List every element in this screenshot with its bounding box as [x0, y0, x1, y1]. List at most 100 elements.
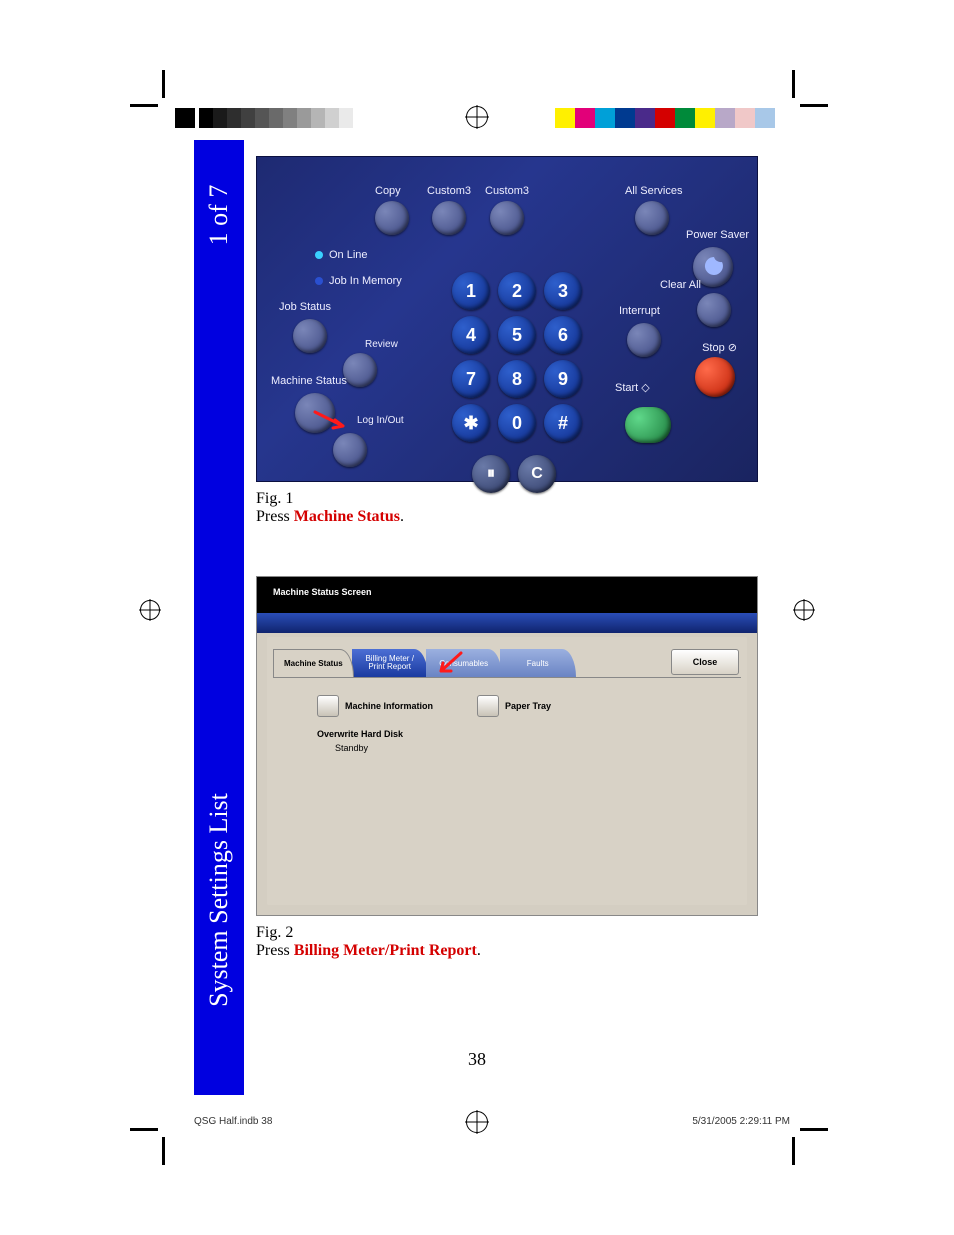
fig2-machine-status-screen: Machine Status Screen Machine Status Bil… [256, 576, 758, 916]
clear-all-button[interactable] [697, 293, 731, 327]
fig1-caption-post: . [400, 508, 404, 525]
keypad-2[interactable]: 2 [498, 272, 536, 310]
registration-gray-strip [175, 108, 367, 128]
custom3a-button[interactable] [432, 201, 466, 235]
reg-color-swatch [555, 108, 575, 128]
machine-status-button[interactable] [295, 393, 335, 433]
keypad-ext-C[interactable]: C [518, 455, 556, 493]
online-status: On Line [315, 249, 368, 261]
fig2-caption: Fig. 2 Press Billing Meter/Print Report. [256, 924, 776, 960]
keypad-ext-⏸[interactable]: ⏸ [472, 455, 510, 493]
tab-faults-label: Faults [527, 659, 549, 668]
label-review: Review [365, 339, 398, 350]
machine-information-button[interactable]: Machine Information [317, 695, 433, 717]
reg-gray-swatch [283, 108, 297, 128]
paper-tray-button[interactable]: Paper Tray [477, 695, 551, 717]
crop-mark [800, 1128, 828, 1131]
paper-tray-label: Paper Tray [505, 701, 551, 711]
crop-mark [792, 1137, 795, 1165]
reg-gray-swatch [353, 108, 367, 128]
crop-mark [800, 104, 828, 107]
crop-mark [162, 1137, 165, 1165]
fig1-caption: Fig. 1 Press Machine Status. [256, 490, 776, 526]
reg-gray-swatch [255, 108, 269, 128]
reg-color-swatch [675, 108, 695, 128]
registration-target-left [140, 600, 160, 620]
crop-mark [130, 1128, 158, 1131]
keypad-5[interactable]: 5 [498, 316, 536, 354]
label-copy: Copy [375, 185, 401, 197]
registration-target-top [466, 106, 488, 128]
label-all-services: All Services [625, 185, 682, 197]
label-machine-status: Machine Status [271, 375, 347, 387]
numeric-keypad: 123 456 789 ✱0# [452, 272, 582, 442]
print-page: 1 of 7 System Settings List Copy Custom3… [0, 0, 954, 1235]
reg-gray-swatch [297, 108, 311, 128]
reg-color-swatch [735, 108, 755, 128]
keypad-0[interactable]: 0 [498, 404, 536, 442]
page-number: 38 [468, 1049, 486, 1070]
sidebar-page-of: 1 of 7 [204, 185, 234, 246]
label-log-in-out: Log In/Out [357, 415, 404, 426]
reg-color-swatch [755, 108, 775, 128]
keypad-8[interactable]: 8 [498, 360, 536, 398]
fig2-label: Fig. 2 [256, 924, 293, 941]
sidebar-title: System Settings List [204, 793, 234, 1007]
label-power-saver: Power Saver [686, 229, 749, 241]
registration-color-strip [535, 108, 795, 128]
fig1-caption-pre: Press [256, 508, 294, 525]
tab-machine-status[interactable]: Machine Status [273, 649, 354, 677]
reg-gray-swatch [311, 108, 325, 128]
crop-mark [162, 70, 165, 98]
keypad-#[interactable]: # [544, 404, 582, 442]
keypad-9[interactable]: 9 [544, 360, 582, 398]
log-in-out-button[interactable] [333, 433, 367, 467]
fig1-control-panel: Copy Custom3 Custom3 All Services On Lin… [256, 156, 758, 482]
reg-gray-swatch [339, 108, 353, 128]
reg-gray-swatch [269, 108, 283, 128]
tab-billing-l2: Print Report [368, 662, 411, 671]
machine-information-label: Machine Information [345, 701, 433, 711]
reg-color-swatch [775, 108, 795, 128]
reg-gray-swatch [213, 108, 227, 128]
fig1-label: Fig. 1 [256, 490, 293, 507]
online-led-icon [315, 251, 323, 259]
label-start: Start ◇ [615, 381, 650, 394]
keypad-4[interactable]: 4 [452, 316, 490, 354]
overwrite-hard-disk: Overwrite Hard Disk Standby [317, 729, 403, 753]
tab-row: Machine Status Billing Meter /Print Repo… [273, 649, 574, 677]
review-button[interactable] [343, 353, 377, 387]
reg-color-swatch [695, 108, 715, 128]
registration-target-right [794, 600, 814, 620]
keypad-3[interactable]: 3 [544, 272, 582, 310]
reg-color-swatch [595, 108, 615, 128]
close-button[interactable]: Close [671, 649, 739, 675]
label-custom3b: Custom3 [485, 185, 529, 197]
tab-machine-status-label: Machine Status [284, 659, 343, 668]
keypad-✱[interactable]: ✱ [452, 404, 490, 442]
tab-faults[interactable]: Faults [500, 649, 576, 677]
reg-color-swatch [615, 108, 635, 128]
keypad-7[interactable]: 7 [452, 360, 490, 398]
button-square-icon [317, 695, 339, 717]
all-services-button[interactable] [635, 201, 669, 235]
online-label: On Line [329, 249, 368, 261]
crop-mark [792, 70, 795, 98]
tab-underline [273, 677, 741, 678]
label-interrupt: Interrupt [619, 305, 660, 317]
custom3b-button[interactable] [490, 201, 524, 235]
stop-button[interactable] [695, 357, 735, 397]
job-status-button[interactable] [293, 319, 327, 353]
interrupt-button[interactable] [627, 323, 661, 357]
page-footer: QSG Half.indb 38 5/31/2005 2:29:11 PM [188, 1116, 796, 1127]
fig2-caption-highlight: Billing Meter/Print Report [294, 942, 477, 959]
copy-button[interactable] [375, 201, 409, 235]
reg-gray-swatch [227, 108, 241, 128]
reg-color-swatch [655, 108, 675, 128]
label-custom3a: Custom3 [427, 185, 471, 197]
keypad-1[interactable]: 1 [452, 272, 490, 310]
start-button[interactable] [625, 407, 671, 443]
tab-billing-meter[interactable]: Billing Meter /Print Report [352, 649, 428, 677]
keypad-6[interactable]: 6 [544, 316, 582, 354]
fig2-caption-post: . [477, 942, 481, 959]
